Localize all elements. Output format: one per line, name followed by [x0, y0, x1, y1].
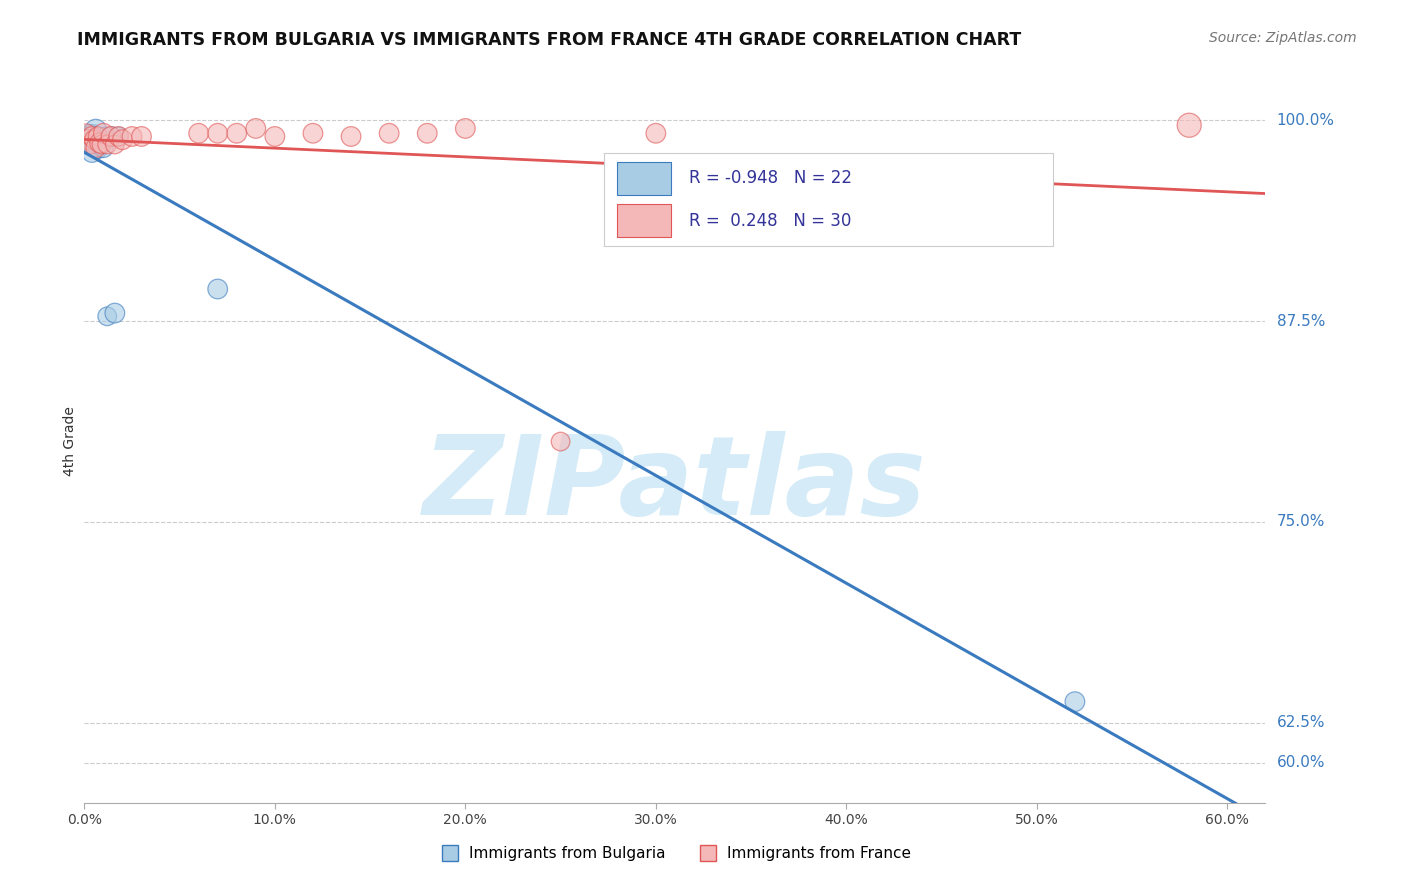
Point	[94, 129, 117, 144]
Point	[550, 434, 572, 449]
Text: IMMIGRANTS FROM BULGARIA VS IMMIGRANTS FROM FRANCE 4TH GRADE CORRELATION CHART: IMMIGRANTS FROM BULGARIA VS IMMIGRANTS F…	[77, 31, 1022, 49]
Point	[84, 123, 107, 137]
Point	[107, 129, 129, 144]
Point	[83, 133, 105, 147]
Point	[111, 133, 134, 147]
Point	[79, 126, 101, 140]
Point	[225, 126, 247, 140]
Point	[378, 126, 401, 140]
Point	[104, 306, 127, 320]
Point	[302, 126, 325, 140]
Point	[79, 137, 101, 152]
Point	[83, 141, 105, 155]
Text: 75.0%: 75.0%	[1277, 515, 1324, 529]
Point	[1064, 695, 1087, 709]
Point	[104, 137, 127, 152]
Point	[121, 129, 143, 144]
Point	[77, 133, 100, 147]
Point	[454, 121, 477, 136]
Text: 100.0%: 100.0%	[1277, 113, 1334, 128]
Point	[80, 129, 103, 144]
Point	[89, 136, 111, 150]
Point	[100, 129, 122, 144]
Text: 62.5%: 62.5%	[1277, 715, 1324, 730]
Point	[93, 126, 115, 140]
Point	[80, 145, 103, 160]
Point	[90, 133, 112, 147]
Point	[93, 141, 115, 155]
Text: ZIPatlas: ZIPatlas	[423, 432, 927, 539]
Point	[245, 121, 267, 136]
Text: Source: ZipAtlas.com: Source: ZipAtlas.com	[1209, 31, 1357, 45]
Point	[207, 126, 229, 140]
Point	[90, 137, 112, 152]
Y-axis label: 4th Grade: 4th Grade	[63, 407, 77, 476]
Point	[86, 129, 108, 144]
Point	[340, 129, 363, 144]
Point	[83, 129, 105, 144]
Legend: Immigrants from Bulgaria, Immigrants from France: Immigrants from Bulgaria, Immigrants fro…	[433, 840, 917, 867]
Point	[80, 134, 103, 148]
Point	[77, 133, 100, 147]
Point	[89, 137, 111, 152]
Point	[131, 129, 153, 144]
Point	[96, 137, 118, 152]
Point	[86, 129, 108, 144]
Point	[96, 310, 118, 324]
Point	[1178, 118, 1201, 132]
Point	[75, 129, 97, 144]
Point	[644, 126, 666, 140]
Point	[187, 126, 209, 140]
Text: 60.0%: 60.0%	[1277, 756, 1324, 770]
Point	[84, 133, 107, 147]
Point	[79, 137, 101, 152]
Point	[107, 129, 129, 144]
Point	[100, 129, 122, 144]
Point	[75, 126, 97, 140]
Point	[86, 142, 108, 156]
Point	[416, 126, 439, 140]
Point	[207, 282, 229, 296]
Point	[84, 141, 107, 155]
Point	[263, 129, 285, 144]
Text: 87.5%: 87.5%	[1277, 314, 1324, 328]
